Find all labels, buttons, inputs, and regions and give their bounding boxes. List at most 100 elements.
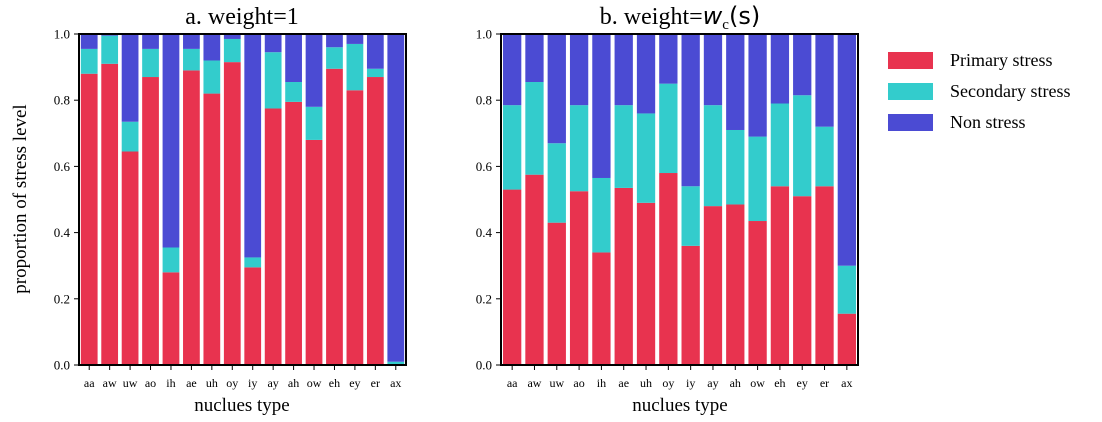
bar-ay-non-stress	[703, 34, 723, 106]
x-tick-label-ey: ey	[797, 376, 808, 390]
y-tick-label: 0.8	[54, 93, 70, 108]
panel-b-title: b. weight=wc(s)	[600, 2, 760, 33]
panel-b-x-ticks: aa aw uw ao ih ae uh oy iy ay ah ow eh ey er ax	[507, 365, 853, 390]
panel-b-title-math: w	[703, 2, 723, 30]
panel-a-y-ticks: 0.0 0.2 0.4 0.6 0.8 1.0	[54, 27, 79, 373]
x-tick-label-oy: oy	[226, 376, 238, 390]
x-tick-label-eh: eh	[329, 376, 340, 390]
x-tick-label-ay: ay	[267, 376, 278, 390]
bar-eh-secondary-stress	[326, 47, 343, 69]
y-tick-label: 0.2	[476, 291, 492, 306]
x-tick-label-ax: ax	[390, 376, 401, 390]
panel-a-bars	[80, 34, 405, 366]
bar-aa-secondary-stress	[80, 48, 98, 74]
x-tick-label-uw: uw	[123, 376, 138, 390]
legend-swatch-non-stress	[888, 114, 933, 131]
bar-uw-secondary-stress	[121, 121, 139, 152]
x-tick-label-aa: aa	[507, 376, 518, 390]
bar-aw-primary-stress	[525, 174, 544, 365]
bar-ax-non-stress	[387, 34, 405, 362]
x-tick-label-ey: ey	[349, 376, 360, 390]
bar-ay-primary-stress	[703, 206, 723, 365]
x-tick-label-ow: ow	[307, 376, 322, 390]
legend-label-secondary-stress: Secondary stress	[950, 81, 1070, 101]
panel-a-x-axis-label: nuclues type	[194, 395, 290, 416]
bar-uw-non-stress	[121, 34, 139, 122]
y-tick-label: 0.2	[54, 291, 70, 306]
panel-b-y-ticks: 0.0 0.2 0.4 0.6 0.8 1.0	[476, 27, 501, 373]
bar-ae-non-stress	[614, 34, 633, 106]
bar-uh-non-stress	[203, 34, 221, 61]
bar-er-primary-stress	[815, 186, 834, 365]
x-tick-label-ae: ae	[618, 376, 629, 390]
bar-ow-secondary-stress	[305, 106, 323, 140]
bar-uw-secondary-stress	[547, 143, 566, 223]
panel-a: a. weight=1 proportion of stress level n…	[10, 4, 407, 416]
x-tick-label-ao: ao	[145, 376, 156, 390]
panel-b-x-axis-label: nuclues type	[632, 395, 728, 416]
bar-iy-primary-stress	[681, 245, 700, 365]
panel-b-title-prefix: b. weight=	[600, 4, 703, 30]
x-tick-label-uh: uh	[640, 376, 652, 390]
panel-a-y-axis-label: proportion of stress level	[10, 104, 31, 293]
bar-uh-non-stress	[636, 34, 656, 114]
bar-ow-non-stress	[305, 34, 323, 107]
x-tick-label-aa: aa	[84, 376, 95, 390]
bar-aw-secondary-stress	[101, 35, 119, 64]
bar-uh-primary-stress	[636, 202, 656, 365]
bar-ay-non-stress	[264, 34, 282, 53]
bar-er-secondary-stress	[366, 68, 384, 78]
y-tick-label: 1.0	[54, 27, 70, 42]
bar-ih-non-stress	[592, 34, 611, 178]
x-tick-label-iy: iy	[686, 376, 695, 390]
bar-eh-secondary-stress	[770, 103, 790, 187]
bar-ao-primary-stress	[142, 77, 159, 365]
panel-b-title-suffix: (s)	[729, 2, 760, 30]
legend-swatch-secondary-stress	[888, 83, 933, 100]
bar-ow-secondary-stress	[748, 136, 767, 222]
panel-b-bars	[503, 34, 856, 365]
bar-ae-secondary-stress	[183, 48, 200, 71]
bar-iy-non-stress	[244, 34, 262, 258]
bar-eh-non-stress	[326, 34, 343, 48]
bar-ey-secondary-stress	[346, 43, 364, 91]
x-tick-label-ao: ao	[573, 376, 584, 390]
bar-ih-primary-stress	[592, 252, 611, 365]
bar-ah-secondary-stress	[285, 82, 302, 102]
bar-oy-non-stress	[659, 34, 678, 84]
x-tick-label-aw: aw	[103, 376, 117, 390]
bar-uh-primary-stress	[203, 93, 221, 365]
bar-iy-primary-stress	[244, 267, 262, 365]
bar-ay-secondary-stress	[703, 105, 723, 207]
legend-swatch-primary-stress	[888, 52, 933, 69]
bar-er-non-stress	[366, 34, 384, 69]
x-tick-label-ah: ah	[288, 376, 299, 390]
y-tick-label: 0.8	[476, 93, 492, 108]
bar-ao-secondary-stress	[569, 105, 589, 192]
bar-oy-non-stress	[223, 34, 241, 39]
y-tick-label: 0.6	[54, 159, 71, 174]
panel-b-title-subscript: c	[722, 17, 729, 33]
bar-uh-secondary-stress	[203, 60, 221, 94]
bar-ih-secondary-stress	[162, 247, 180, 273]
bar-ax-secondary-stress	[837, 265, 856, 314]
bar-aa-non-stress	[503, 34, 522, 106]
bar-oy-primary-stress	[659, 173, 678, 365]
x-tick-label-er: er	[371, 376, 380, 390]
bar-ow-primary-stress	[305, 139, 323, 365]
bar-ao-non-stress	[142, 34, 159, 49]
y-tick-label: 0.4	[54, 225, 71, 240]
bar-ah-primary-stress	[285, 101, 302, 365]
bar-ey-primary-stress	[793, 196, 812, 365]
y-tick-label: 0.0	[54, 358, 70, 373]
panel-b: b. weight=wc(s) nuclues type 0.00.20.40.…	[476, 2, 859, 416]
bar-aa-primary-stress	[80, 73, 98, 365]
bar-ey-primary-stress	[346, 90, 364, 366]
bar-ah-non-stress	[285, 34, 302, 82]
bar-ae-primary-stress	[183, 70, 200, 365]
bar-oy-primary-stress	[223, 62, 241, 365]
bar-oy-secondary-stress	[659, 83, 678, 174]
x-tick-label-uh: uh	[206, 376, 218, 390]
bar-aa-secondary-stress	[503, 105, 522, 190]
bar-ey-non-stress	[346, 34, 364, 44]
